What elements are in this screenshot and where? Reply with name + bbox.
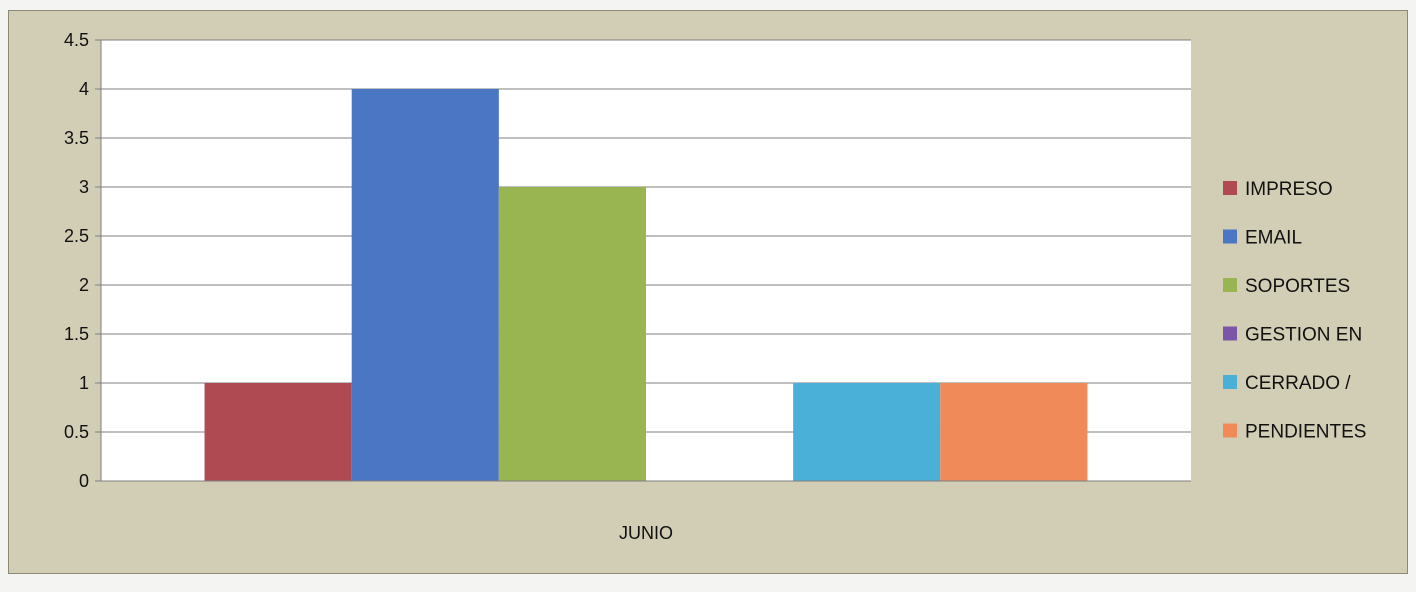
y-tick-label: 3.5 bbox=[64, 128, 89, 148]
legend-label: EMAIL bbox=[1245, 228, 1302, 249]
bars bbox=[204, 89, 1088, 481]
legend-label: GESTION EN bbox=[1245, 325, 1362, 346]
legend-swatch bbox=[1223, 181, 1237, 195]
y-tick-label: 0.5 bbox=[64, 422, 89, 442]
y-tick-label: 0 bbox=[79, 471, 89, 491]
y-tick-label: 3 bbox=[79, 177, 89, 197]
legend-swatch bbox=[1223, 423, 1237, 438]
bar-impreso bbox=[204, 383, 352, 481]
axes: 0 0.5 1 1.5 2 2.5 3 3.5 4 4.5 JUNIO bbox=[64, 30, 1191, 543]
bar-email bbox=[351, 89, 499, 481]
bar-cerrado bbox=[793, 383, 941, 481]
legend-swatch bbox=[1223, 375, 1237, 389]
x-category-label: JUNIO bbox=[619, 523, 673, 543]
y-tick-label: 1 bbox=[79, 373, 89, 393]
legend-swatch bbox=[1223, 278, 1237, 292]
chart-frame: 0 0.5 1 1.5 2 2.5 3 3.5 4 4.5 JUNIO IMPRESO EMAIL SO… bbox=[8, 10, 1408, 574]
bar-chart: 0 0.5 1 1.5 2 2.5 3 3.5 4 4.5 JUNIO IMPRESO EMAIL SO… bbox=[64, 30, 1366, 543]
bar-soportes bbox=[498, 187, 646, 481]
y-tick-label: 4 bbox=[79, 79, 89, 99]
legend: IMPRESO EMAIL SOPORTES GESTION EN CERRADO / P… bbox=[1223, 179, 1366, 443]
legend-label: SOPORTES bbox=[1245, 276, 1350, 297]
y-tick-label: 2 bbox=[79, 275, 89, 295]
y-tick-label: 2.5 bbox=[64, 226, 89, 246]
legend-label: PENDIENTES bbox=[1245, 422, 1366, 443]
legend-label: CERRADO / bbox=[1245, 373, 1351, 394]
legend-swatch bbox=[1223, 326, 1237, 341]
y-tick-label: 4.5 bbox=[64, 30, 89, 50]
y-tick-label: 1.5 bbox=[64, 324, 89, 344]
legend-label: IMPRESO bbox=[1245, 179, 1333, 200]
legend-swatch bbox=[1223, 229, 1237, 244]
bar-pendientes bbox=[940, 383, 1088, 481]
